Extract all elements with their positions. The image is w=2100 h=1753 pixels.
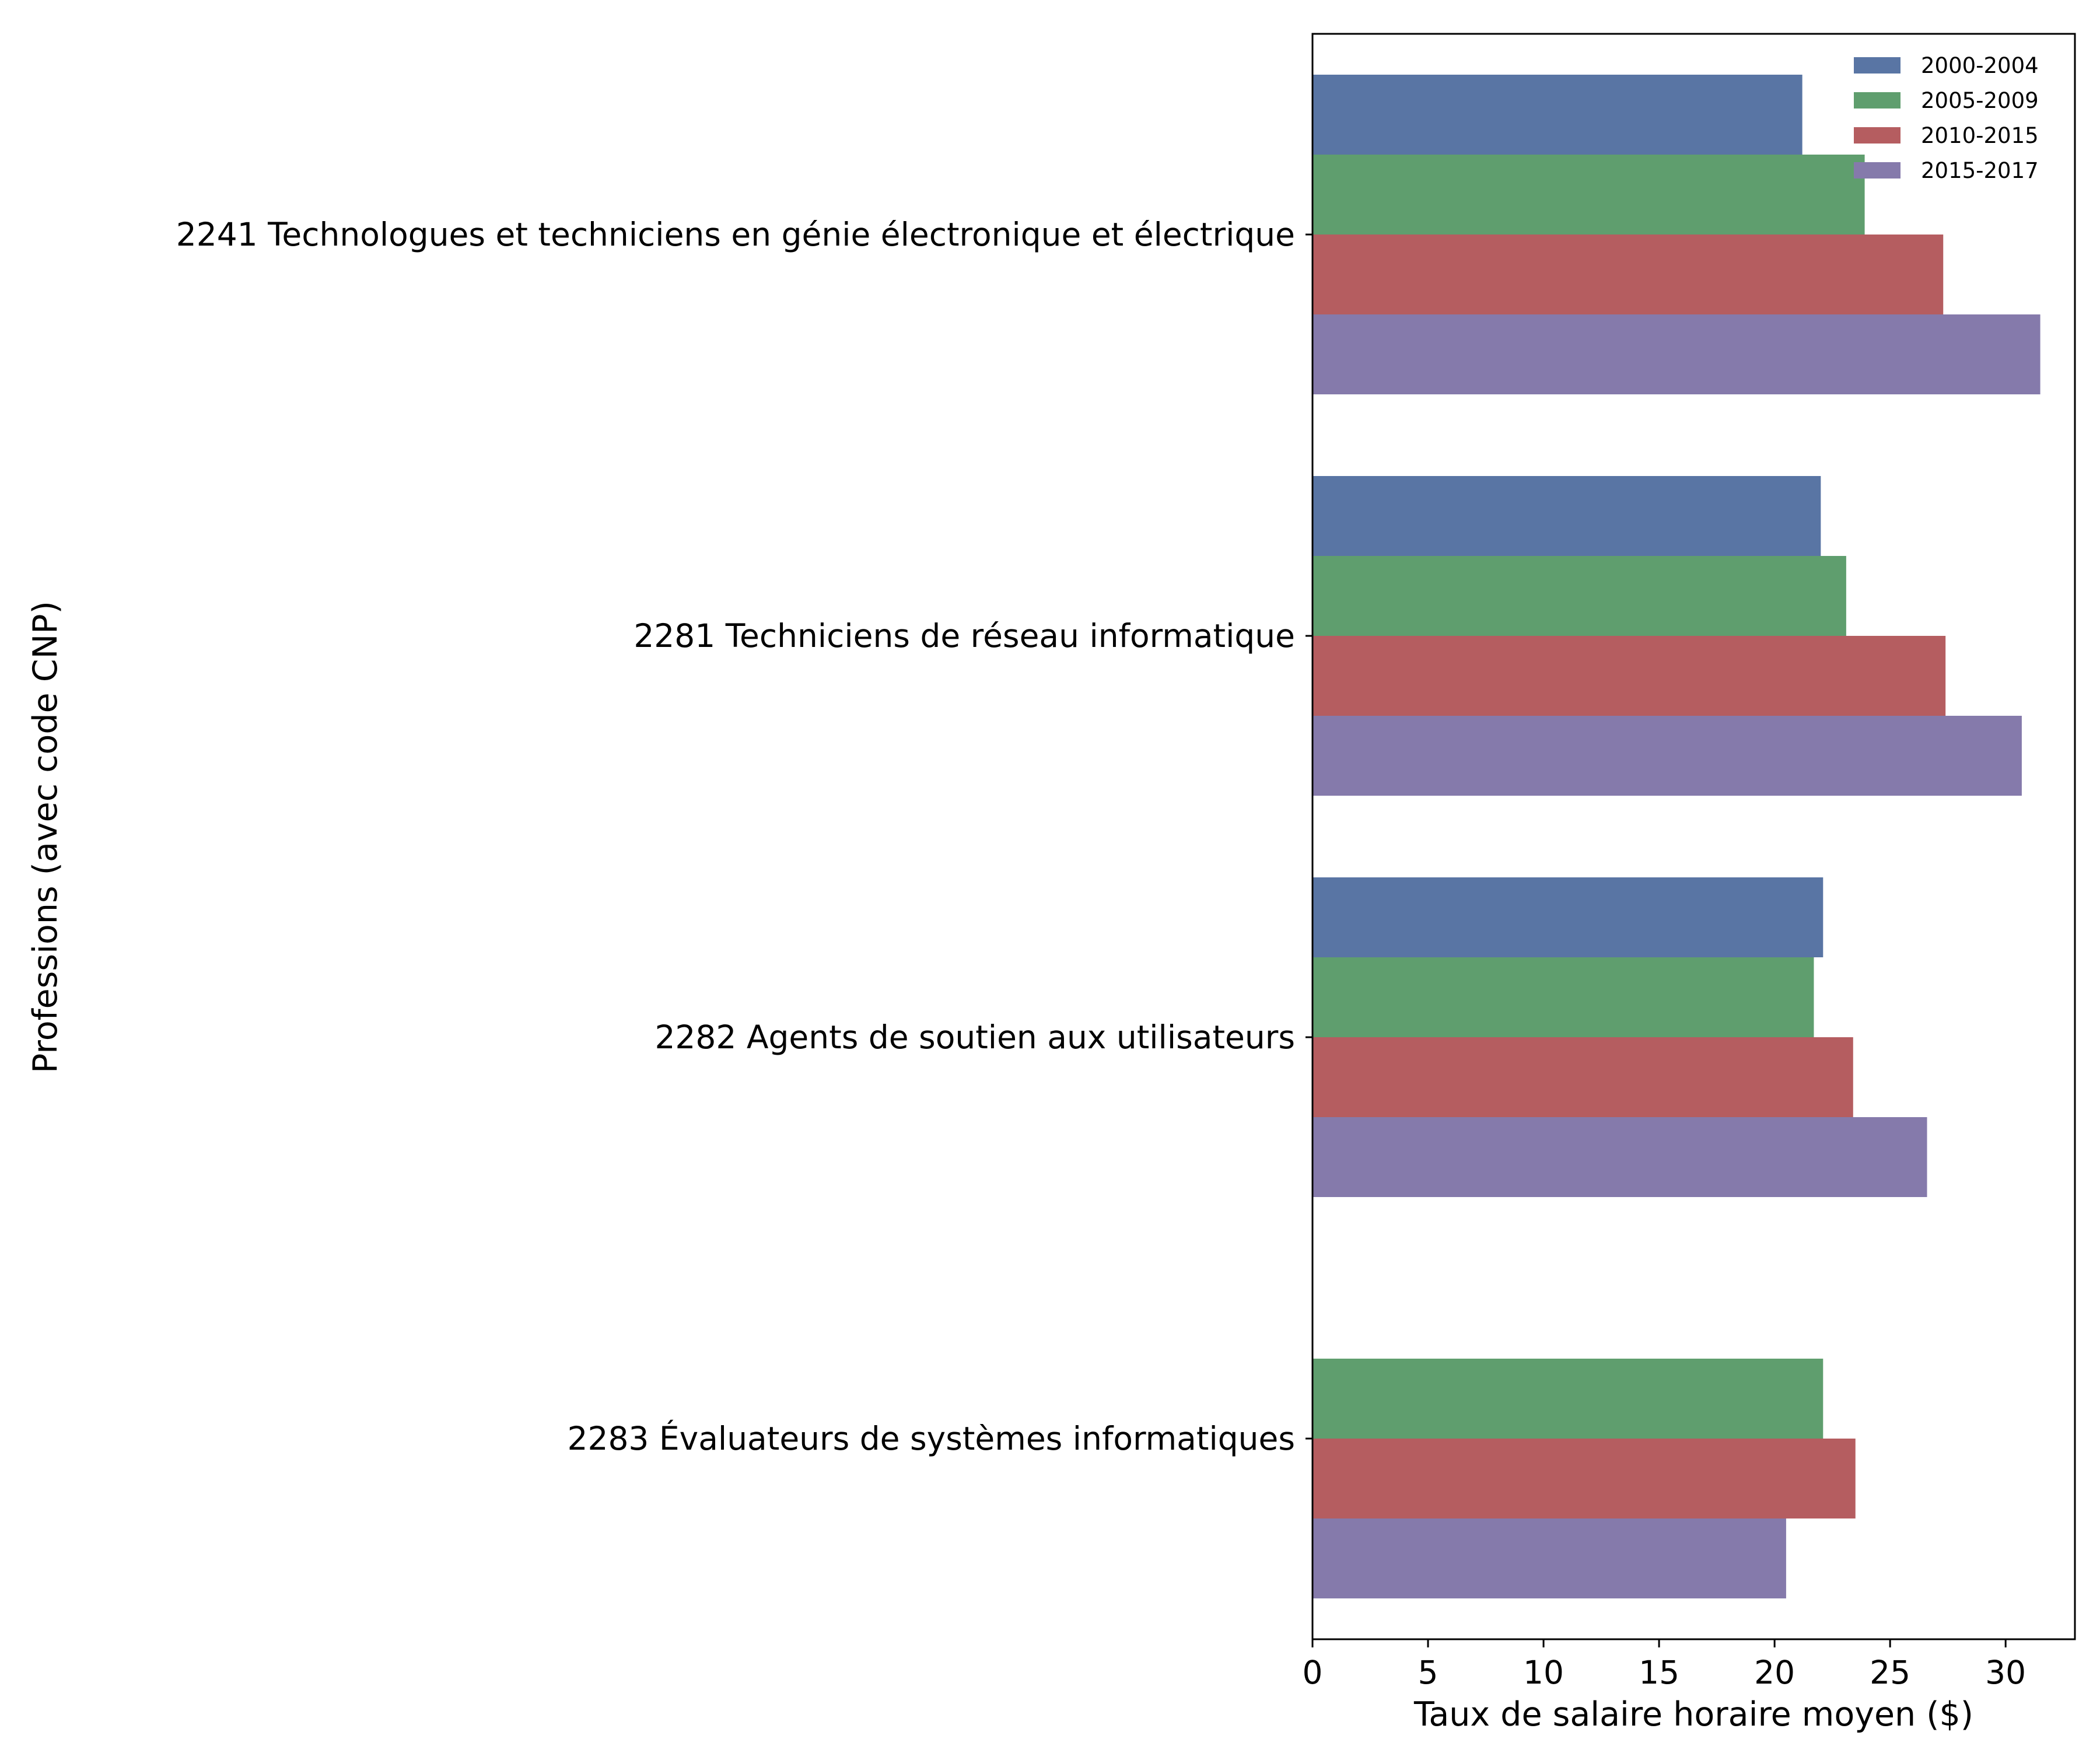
legend-swatch [1854, 92, 1901, 109]
bar-2010-2015-4 [1312, 1439, 1856, 1518]
x-tick-label: 20 [1754, 1654, 1795, 1691]
legend-swatch [1854, 57, 1901, 74]
bar-2015-2017-1 [1312, 314, 2041, 394]
bar-2010-2015-2 [1312, 636, 1946, 716]
bar-2010-2015-1 [1312, 235, 1944, 314]
x-tick-label: 30 [1985, 1654, 2026, 1691]
x-tick-label: 15 [1639, 1654, 1679, 1691]
legend-label: 2005-2009 [1921, 88, 2039, 113]
bar-2010-2015-3 [1312, 1037, 1853, 1117]
plot-frame [1311, 33, 2076, 1640]
x-tick-label: 10 [1523, 1654, 1564, 1691]
bar-2015-2017-2 [1312, 716, 2022, 796]
x-axis-ticks: 0 5 10 15 20 25 30 [1303, 1639, 2026, 1691]
legend-label: 2010-2015 [1921, 123, 2039, 148]
legend-label: 2000-2004 [1921, 53, 2039, 78]
legend-label: 2015-2017 [1921, 158, 2039, 183]
category-label: 2282 Agents de soutien aux utilisateurs [654, 1019, 1295, 1056]
bar-2015-2017-4 [1312, 1518, 1786, 1598]
bar-2005-2009-1 [1312, 155, 1865, 235]
legend-swatch [1854, 162, 1901, 179]
category-label: 2283 Évaluateurs de systèmes informatiqu… [567, 1420, 1295, 1457]
x-axis-title: Taux de salaire horaire moyen ($) [1413, 1695, 1973, 1734]
y-axis-categories: 2241 Technologues et techniciens en géni… [176, 216, 1312, 1457]
x-tick-label: 5 [1418, 1654, 1438, 1691]
bar-2005-2009-4 [1312, 1359, 1824, 1439]
y-axis-title: Professions (avec code CNP) [26, 601, 65, 1073]
bar-2000-2004-3 [1312, 877, 1824, 957]
bar-2000-2004-2 [1312, 476, 1821, 556]
x-tick-label: 0 [1303, 1654, 1323, 1691]
bar-2005-2009-2 [1312, 556, 1846, 636]
x-tick-label: 25 [1870, 1654, 1910, 1691]
bar-2000-2004-1 [1312, 75, 1803, 155]
bar-2005-2009-3 [1312, 957, 1814, 1037]
category-label: 2281 Techniciens de réseau informatique [634, 617, 1295, 655]
legend: 2000-2004 2005-2009 2010-2015 2015-2017 [1854, 53, 2039, 183]
category-label: 2241 Technologues et techniciens en géni… [176, 216, 1295, 253]
legend-swatch [1854, 127, 1901, 144]
bars-layer [1312, 75, 2041, 1598]
bar-2015-2017-3 [1312, 1117, 1927, 1197]
